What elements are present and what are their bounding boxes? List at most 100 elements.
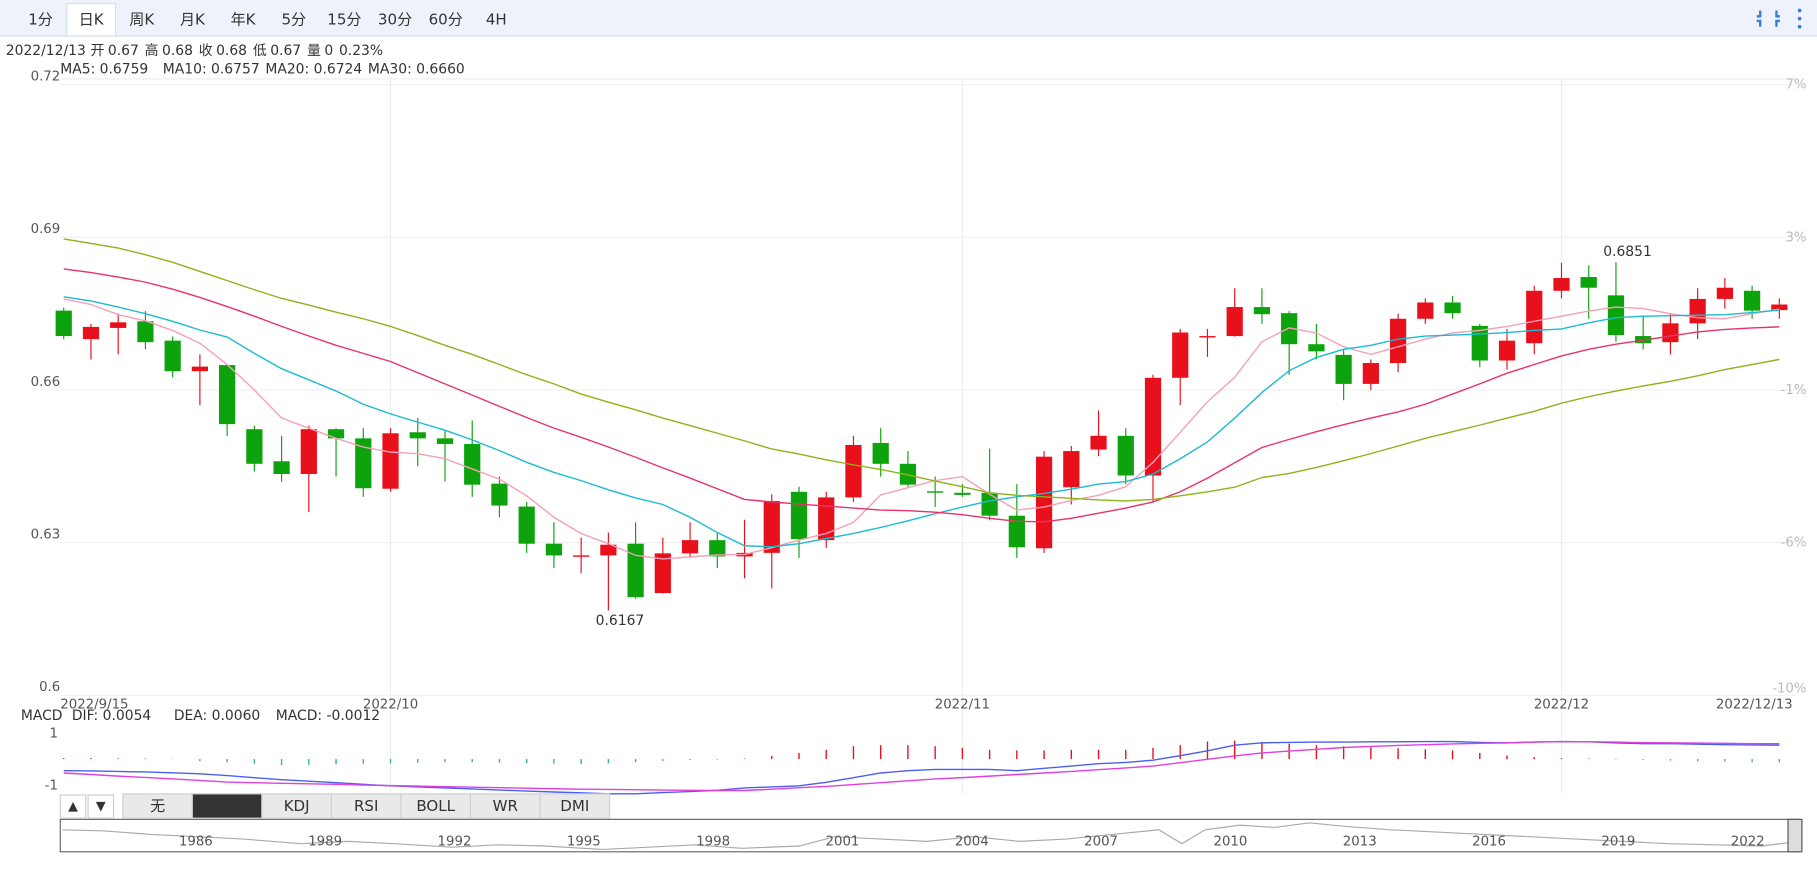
- candle-body: [1498, 340, 1516, 361]
- info-label: 高: [145, 42, 159, 59]
- macd-scale-label: -1: [45, 779, 58, 794]
- y-tick-label: 0.6: [39, 680, 60, 695]
- toolbar-tab[interactable]: 4H: [486, 10, 507, 28]
- candle-body: [1389, 318, 1407, 364]
- fullscreen-icon[interactable]: [1756, 10, 1780, 27]
- candle-body: [709, 540, 726, 557]
- toolbar-tab[interactable]: 60分: [429, 10, 463, 28]
- toolbar-tab[interactable]: 5分: [281, 10, 306, 28]
- navigator-year: 2013: [1343, 834, 1377, 849]
- candle-body: [818, 497, 835, 541]
- arrow-label: ▼: [96, 799, 106, 814]
- info-value: 0.68: [162, 43, 193, 59]
- indicator-tab-bg[interactable]: [400, 793, 472, 819]
- candle-body: [164, 340, 181, 372]
- candle-body: [1743, 290, 1761, 311]
- indicator-tab: RSI: [354, 797, 378, 815]
- info-label: 量: [307, 43, 321, 59]
- info-value: 0.67: [270, 43, 301, 59]
- icon-dot: [1797, 16, 1802, 21]
- legend-entry: MA5: 0.6759: [60, 62, 148, 78]
- candle-body: [681, 540, 699, 554]
- candle-body: [355, 438, 372, 489]
- legend-entry: DIF: 0.0054: [72, 708, 152, 724]
- candle-body: [327, 429, 345, 439]
- candle-body: [1553, 278, 1570, 291]
- macd-line: [63, 740, 1780, 792]
- indicator-tab-bg[interactable]: [261, 793, 332, 819]
- candle-body: [491, 483, 508, 506]
- navigator-year: 2007: [1084, 834, 1118, 849]
- indicator-tab-bg[interactable]: [191, 793, 263, 819]
- indicator-tab: BOLL: [416, 797, 455, 815]
- right-axis-label: 7%: [1785, 78, 1806, 93]
- candle-body: [1117, 435, 1134, 476]
- info-date: 2022/12/13: [6, 43, 86, 59]
- candle-body: [1662, 323, 1679, 343]
- y-tick-label: 0.72: [31, 70, 61, 85]
- candle-body: [436, 438, 454, 444]
- indicator-tab-bg[interactable]: [469, 793, 541, 819]
- icon-dot: [1797, 24, 1802, 29]
- legend-entry: MA10: 0.6757: [163, 62, 260, 78]
- candle-body: [1417, 302, 1434, 319]
- candle-body: [627, 543, 644, 598]
- x-tick-label: 2022/10: [363, 698, 418, 713]
- info-value: 0.68: [216, 43, 247, 59]
- navigator-handle[interactable]: [1787, 818, 1803, 853]
- candle-body: [1716, 287, 1733, 299]
- icon-dot: [1797, 8, 1802, 13]
- navigator-year: 2019: [1601, 834, 1635, 849]
- candle-body: [845, 444, 862, 498]
- arrow-button[interactable]: [87, 794, 115, 819]
- candle-body: [191, 366, 209, 372]
- candle-body: [1199, 336, 1216, 338]
- candle-body: [1308, 344, 1325, 352]
- candle-body: [954, 492, 971, 495]
- info-label: 收: [199, 43, 213, 59]
- legend-entry: MA20: 0.6724: [265, 62, 362, 78]
- toolbar-tab[interactable]: 1分: [28, 10, 53, 28]
- right-axis-label: -1%: [1781, 383, 1807, 398]
- toolbar-tab[interactable]: 月K: [180, 10, 206, 28]
- toolbar-tab[interactable]: 周K: [129, 10, 155, 28]
- arrow-label: ▲: [68, 799, 78, 814]
- navigator-year: 1986: [179, 834, 213, 849]
- right-axis-label: -6%: [1781, 536, 1807, 551]
- macd-title: MACD: [21, 708, 63, 724]
- y-tick-label: 0.63: [31, 528, 61, 543]
- navigator-year: 1995: [567, 834, 601, 849]
- indicator-tab: KDJ: [284, 797, 310, 815]
- candle-body: [1226, 307, 1243, 337]
- menu-icon[interactable]: [1797, 8, 1802, 29]
- toolbar-tab[interactable]: 30分: [378, 10, 412, 28]
- navigator-year: 1989: [308, 834, 342, 849]
- info-change: 0.23%: [339, 43, 383, 59]
- candle-body: [1008, 515, 1025, 548]
- x-tick-label: 2022/11: [935, 698, 990, 713]
- ma-line: [63, 238, 1780, 502]
- right-axis-label: 3%: [1785, 230, 1806, 245]
- candle-body: [137, 321, 154, 343]
- indicator-tab-bg[interactable]: [539, 793, 611, 819]
- candle-body: [1035, 456, 1053, 549]
- toolbar: [0, 0, 1817, 36]
- candle-body: [1771, 304, 1788, 311]
- legend-entry: MACD: -0.0012: [276, 708, 380, 724]
- indicator-tab: MACD: [205, 797, 250, 815]
- x-tick-label: 2022/12/13: [1716, 698, 1793, 713]
- candle-body: [110, 322, 127, 328]
- candle-body: [409, 432, 426, 439]
- toolbar-tab[interactable]: 日K: [79, 10, 105, 28]
- y-tick-label: 0.69: [31, 222, 61, 237]
- candle-body: [1607, 295, 1625, 336]
- toolbar-tab[interactable]: 年K: [231, 10, 257, 28]
- candle-body: [654, 553, 671, 594]
- icon-shape: [1756, 10, 1780, 27]
- arrow-button[interactable]: [59, 794, 87, 819]
- ma-line: [63, 298, 1780, 560]
- candle-body: [518, 506, 535, 544]
- toolbar-tab[interactable]: 15分: [327, 10, 361, 28]
